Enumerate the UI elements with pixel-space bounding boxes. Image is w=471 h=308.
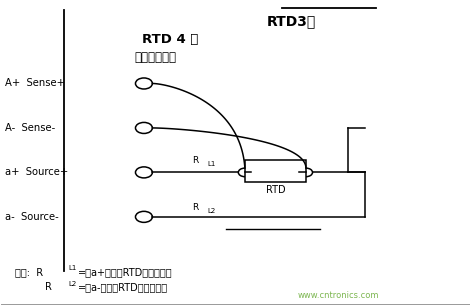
Text: （精度最高）: （精度最高）	[135, 51, 177, 64]
Text: R: R	[45, 282, 52, 292]
Text: L2: L2	[69, 281, 77, 287]
Text: =从a+端子到RTD的导线电阻: =从a+端子到RTD的导线电阻	[78, 267, 173, 277]
Text: L1: L1	[207, 161, 215, 167]
Text: RTD 4 线: RTD 4 线	[142, 33, 198, 46]
Text: RTD3线: RTD3线	[267, 14, 317, 29]
Text: L1: L1	[69, 265, 77, 271]
Text: www.cntronics.com: www.cntronics.com	[298, 290, 380, 300]
Text: =从a-端子到RTD的导线电阻: =从a-端子到RTD的导线电阻	[78, 282, 168, 292]
Bar	[245, 160, 306, 182]
Text: 注意:  R: 注意: R	[15, 267, 43, 277]
Text: R: R	[192, 156, 198, 165]
Text: a+  Source+: a+ Source+	[5, 167, 69, 177]
Text: a-  Source-: a- Source-	[5, 212, 59, 222]
Text: L2: L2	[207, 209, 215, 214]
Text: A+  Sense+: A+ Sense+	[5, 79, 65, 88]
Text: R: R	[192, 203, 198, 212]
Text: RTD: RTD	[266, 185, 285, 195]
Text: A-  Sense-: A- Sense-	[5, 123, 56, 133]
